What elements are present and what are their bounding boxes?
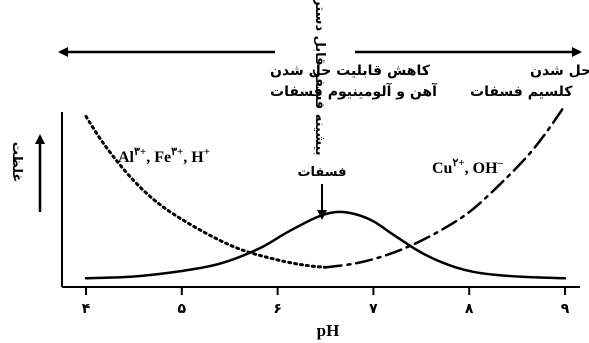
- y-axis-label: غلظت: [9, 142, 24, 183]
- right-arrow-text-line1: کاهش قابلیت حل شدن: [530, 63, 589, 79]
- top-divider-label: بیشینه فسفر قابل دسترس: [312, 0, 327, 156]
- x-tick-label: ۴: [82, 301, 91, 317]
- left-arrow-text-line1: کاهش قابلیت حل شدن: [270, 63, 431, 79]
- series-line-phosphate: [84, 210, 567, 280]
- series-line-al-fe-h: [84, 114, 327, 269]
- x-tick-label: ۷: [369, 301, 378, 317]
- x-tick-label: ۸: [465, 301, 474, 317]
- series-label-cu-oh: Cu۲+, OH–: [432, 157, 504, 177]
- x-tick-label: ۶: [273, 301, 282, 317]
- left-arrow-text-line2: آهن و آلومینیوم فسفات: [270, 82, 438, 100]
- peak-label: فسفات: [297, 165, 346, 180]
- x-axis-label: pH: [317, 321, 340, 340]
- x-tick-label: ۹: [561, 301, 570, 317]
- right-arrow-text-line2: کلسیم فسفات: [470, 84, 573, 100]
- x-tick-label: ۵: [178, 301, 187, 317]
- series-label-al-fe-h: Al۳+, Fe۳+, H+: [118, 146, 210, 166]
- series-line-cu-oh: [324, 104, 567, 269]
- svg-text:Al۳+, Fe۳+, H+: Al۳+, Fe۳+, H+: [118, 146, 210, 166]
- svg-text:Cu۲+, OH–: Cu۲+, OH–: [432, 157, 504, 177]
